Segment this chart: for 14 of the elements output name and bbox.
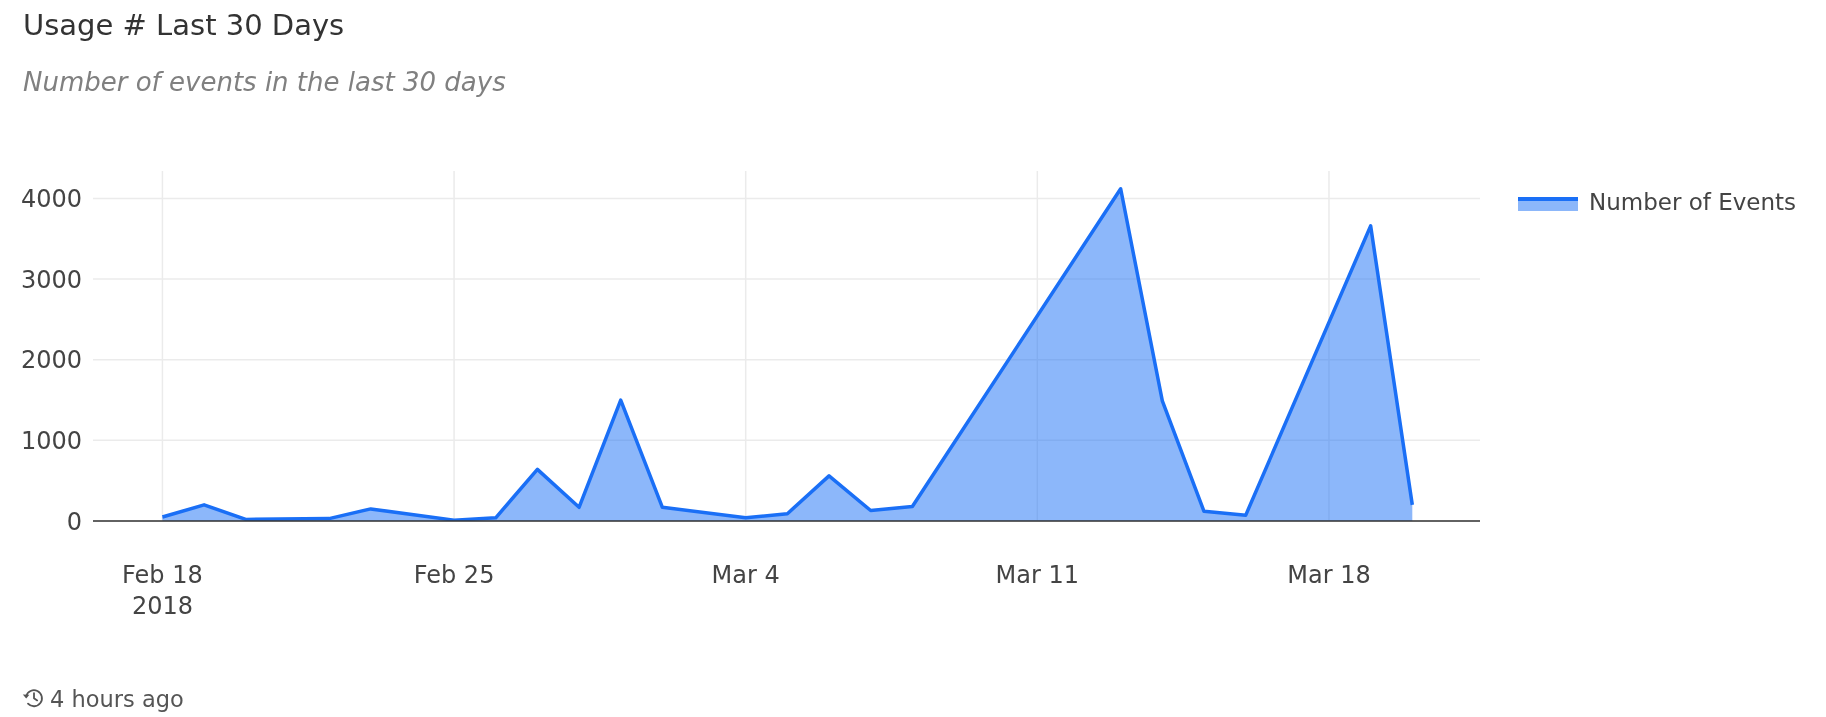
chart-subtitle: Number of events in the last 30 days: [23, 67, 506, 97]
legend-label: Number of Events: [1589, 188, 1797, 216]
x-tick-label: Feb 25: [413, 561, 495, 589]
y-tick-label: 1000: [20, 426, 82, 455]
x-tick-label: Mar 4: [711, 561, 780, 589]
x-tick-label: Mar 11: [995, 561, 1080, 589]
y-tick-label: 4000: [20, 185, 82, 214]
x-tick-label: Mar 18: [1287, 561, 1371, 589]
chart-title: Usage # Last 30 Days: [23, 8, 345, 42]
y-tick-label: 2000: [20, 346, 82, 375]
y-tick-label: 3000: [20, 265, 82, 294]
text: 4 hours ago: [50, 686, 184, 712]
x-tick-label: Feb 18 2018: [122, 561, 203, 620]
y-tick-label: 0: [66, 507, 82, 536]
